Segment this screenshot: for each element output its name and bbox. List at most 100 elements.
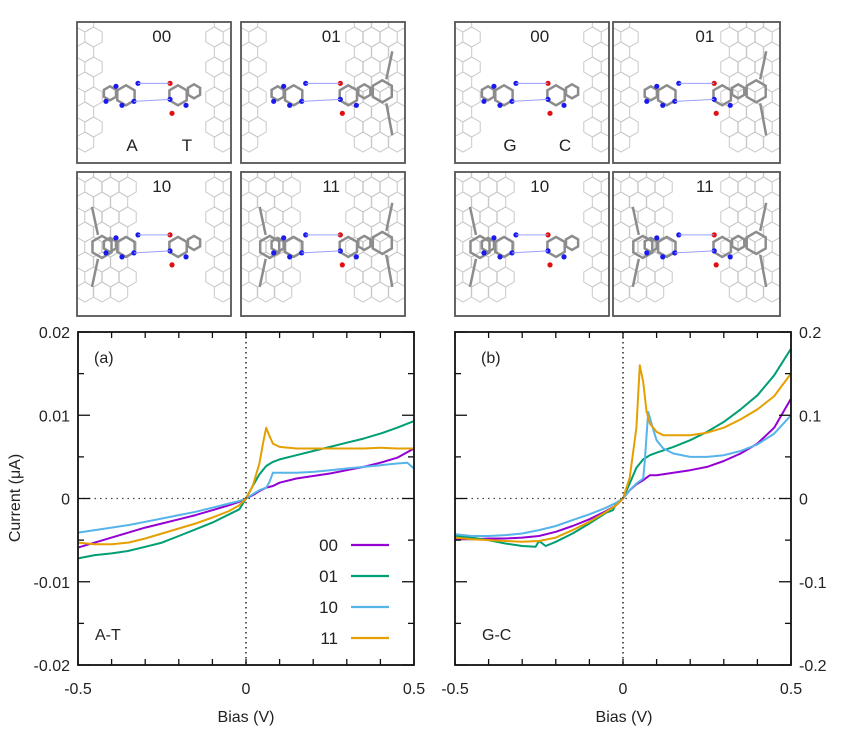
graphene-left-icon: [479, 176, 498, 198]
nitrogen-atom-icon: [131, 250, 137, 256]
graphene-left-icon: [613, 71, 631, 93]
nitrogen-atom-icon: [183, 254, 189, 260]
series-line-a-10: [77, 461, 415, 534]
graphene-right-icon: [728, 281, 748, 303]
graphene-left-icon: [84, 176, 103, 198]
graphene-right-icon: [755, 0, 772, 17]
oxygen-atom-icon: [547, 262, 553, 268]
graphene-left-icon: [249, 0, 266, 17]
oxygen-atom-icon: [339, 262, 345, 268]
pyrimidine-ring-icon: [338, 83, 359, 107]
pyrimidine-ring-icon: [546, 83, 566, 107]
graphene-right-icon: [370, 191, 390, 213]
graphene-right-icon: [737, 116, 756, 138]
y-tick-label-b: -0.1: [799, 575, 827, 592]
purine-ring-icon: [283, 83, 304, 107]
legend-label-00: 00: [319, 536, 338, 555]
graphene-left-icon: [249, 147, 266, 167]
graphene-right-icon: [755, 147, 772, 167]
graphene-left-icon: [455, 101, 473, 123]
base-label-a: A: [126, 136, 138, 155]
graphene-right-icon: [363, 0, 380, 17]
graphene-left-icon: [118, 266, 137, 288]
chart-b-gc: -0.5 0 0.5 0.2 0.1 0 -0.1 -0.2 (b) G-C Bias (V): [441, 325, 826, 726]
graphene-left-icon: [462, 176, 481, 198]
purine-ring-icon: [116, 235, 136, 259]
graphene-left-icon: [455, 131, 473, 153]
y-tick-label-a: 0: [61, 492, 70, 509]
pyrimidine-ring-icon: [712, 235, 733, 259]
axes-b: -0.5 0 0.5 0.2 0.1 0 -0.1 -0.2: [441, 325, 826, 698]
graphene-left-icon: [496, 266, 515, 288]
edge-ring-right-icon: [745, 230, 767, 256]
y-tick-label-a: 0.01: [39, 408, 70, 425]
graphene-right-icon: [379, 86, 398, 108]
graphene-right-icon: [583, 206, 602, 228]
nitrogen-atom-icon: [287, 254, 293, 260]
edge-chain-left-icon: [631, 206, 641, 288]
graphene-left-icon: [109, 191, 129, 213]
y-tick-label-b: 0.2: [799, 325, 821, 342]
nitrogen-atom-icon: [481, 250, 487, 256]
graphene-right-icon: [591, 281, 609, 303]
graphene-right-icon: [745, 131, 765, 153]
imidazole-ring-icon: [643, 84, 659, 102]
graphene-right-icon: [346, 0, 363, 17]
graphene-right-icon: [213, 41, 231, 63]
graphene-left-icon: [621, 147, 638, 167]
graphene-left-icon: [241, 41, 259, 63]
graphene-left-icon: [77, 41, 95, 63]
config-label-01: 01: [695, 27, 714, 46]
graphene-right-icon: [345, 176, 364, 198]
structure-frame: [454, 171, 610, 317]
edge-chain-right-icon: [758, 51, 768, 136]
graphene-right-icon: [205, 116, 224, 138]
graphene-left-icon: [101, 266, 120, 288]
graphene-right-icon: [754, 26, 773, 48]
graphene-left-icon: [620, 116, 639, 138]
edge-ring-right-icon: [371, 78, 394, 104]
graphene-right-icon: [583, 116, 602, 138]
purine-ring-icon: [494, 83, 514, 107]
hydrogen-bond-icon: [133, 82, 171, 102]
graphene-right-icon: [721, 0, 738, 17]
graphene-right-icon: [745, 191, 765, 213]
graphene-left-icon: [283, 147, 300, 167]
graphene-right-icon: [213, 101, 231, 123]
graphene-left-icon: [77, 191, 95, 213]
nitrogen-atom-icon: [135, 232, 141, 238]
oxygen-atom-icon: [339, 110, 345, 116]
graphene-left-icon: [77, 221, 95, 243]
graphene-right-icon: [205, 236, 224, 258]
structure-content: [455, 172, 609, 303]
graphene-right-icon: [387, 251, 405, 273]
hydrogen-bond-icon: [674, 234, 715, 254]
graphene-left-icon: [282, 266, 301, 288]
graphene-left-icon: [479, 266, 498, 288]
edge-chain-right-icon: [385, 202, 394, 288]
hydrogen-bond-icon: [301, 234, 341, 254]
graphene-left-icon: [102, 147, 119, 167]
structure-panel-g-c-10: 10: [454, 171, 610, 317]
graphene-left-icon: [248, 86, 267, 108]
graphene-left-icon: [621, 0, 638, 17]
pyrimidine-ring-icon: [168, 83, 188, 107]
graphene-right-icon: [583, 236, 602, 258]
structure-panel-a-t-11: 11: [240, 147, 406, 317]
graphene-right-icon: [584, 0, 601, 17]
graphene-right-icon: [591, 41, 609, 63]
edge-ring-left-icon: [632, 234, 654, 260]
graphene-right-icon: [583, 86, 602, 108]
config-label-00: 00: [152, 27, 171, 46]
graphene-right-icon: [205, 86, 224, 108]
graphene-left-icon: [645, 281, 665, 303]
nitrogen-atom-icon: [660, 254, 666, 260]
graphene-right-icon: [720, 176, 739, 198]
structure-content: [613, 0, 780, 153]
edge-chain-left-icon: [90, 206, 100, 288]
structure-frame: [240, 171, 406, 317]
graphene-right-icon: [345, 56, 364, 78]
graphene-right-icon: [362, 176, 381, 198]
graphene-left-icon: [479, 206, 498, 228]
